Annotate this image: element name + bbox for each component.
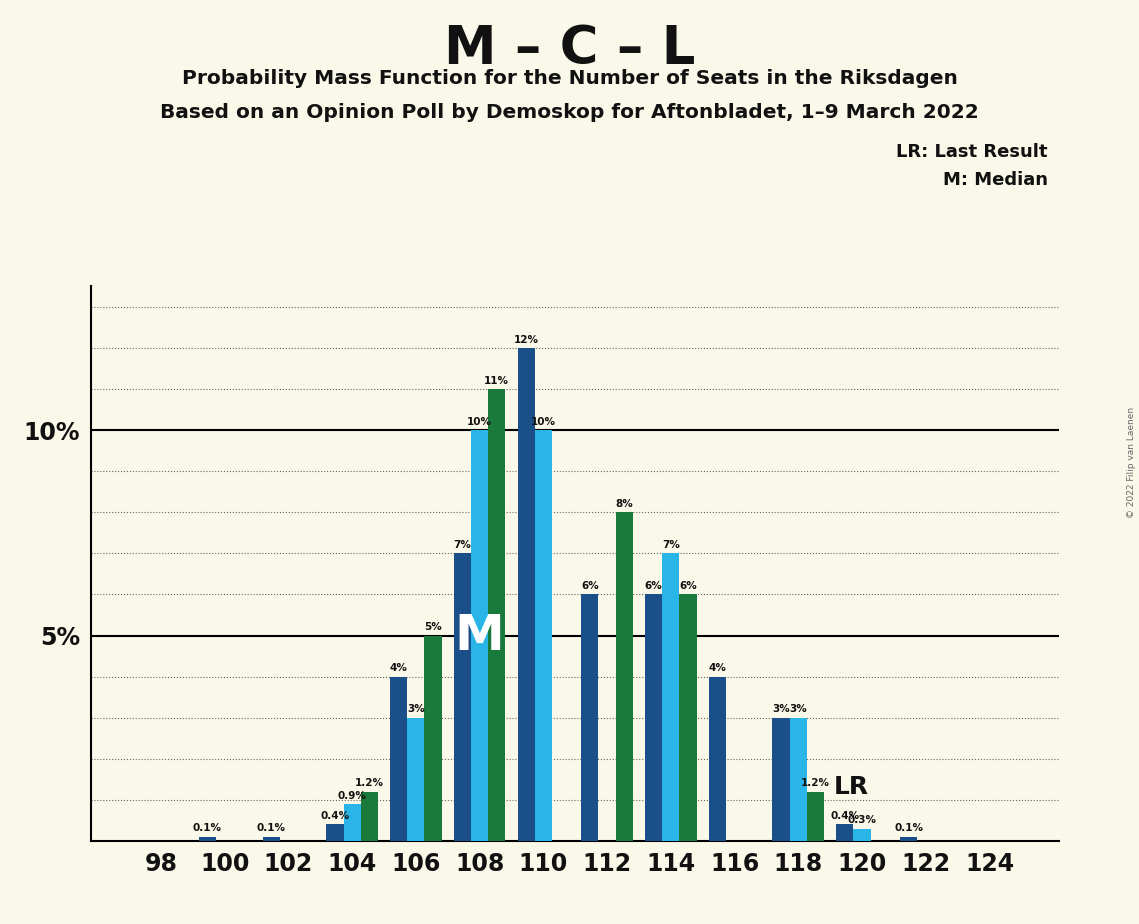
Text: 6%: 6% bbox=[645, 581, 663, 591]
Text: 10%: 10% bbox=[531, 417, 556, 427]
Bar bbox=[900, 837, 917, 841]
Text: 3%: 3% bbox=[772, 704, 790, 714]
Bar bbox=[836, 824, 853, 841]
Bar bbox=[344, 804, 361, 841]
Text: M: Median: M: Median bbox=[943, 171, 1048, 188]
Text: LR: Last Result: LR: Last Result bbox=[896, 143, 1048, 161]
Bar bbox=[708, 676, 726, 841]
Text: © 2022 Filip van Laenen: © 2022 Filip van Laenen bbox=[1126, 407, 1136, 517]
Text: 4%: 4% bbox=[708, 663, 727, 674]
Text: 0.4%: 0.4% bbox=[830, 811, 859, 821]
Bar bbox=[517, 348, 534, 841]
Bar bbox=[361, 792, 378, 841]
Bar bbox=[425, 636, 442, 841]
Text: 12%: 12% bbox=[514, 334, 539, 345]
Text: 0.1%: 0.1% bbox=[256, 823, 286, 833]
Text: 6%: 6% bbox=[581, 581, 599, 591]
Bar bbox=[390, 676, 408, 841]
Text: 3%: 3% bbox=[407, 704, 425, 714]
Bar bbox=[453, 553, 472, 841]
Bar bbox=[534, 431, 552, 841]
Bar bbox=[199, 837, 216, 841]
Text: 0.4%: 0.4% bbox=[320, 811, 350, 821]
Bar bbox=[789, 718, 806, 841]
Text: 4%: 4% bbox=[390, 663, 408, 674]
Text: 6%: 6% bbox=[679, 581, 697, 591]
Bar bbox=[616, 512, 633, 841]
Text: 0.1%: 0.1% bbox=[192, 823, 222, 833]
Bar bbox=[581, 594, 598, 841]
Text: 8%: 8% bbox=[615, 499, 633, 509]
Bar bbox=[408, 718, 425, 841]
Text: 0.9%: 0.9% bbox=[337, 791, 367, 800]
Bar bbox=[806, 792, 825, 841]
Bar bbox=[772, 718, 789, 841]
Text: 0.3%: 0.3% bbox=[847, 815, 877, 825]
Text: 0.1%: 0.1% bbox=[894, 823, 923, 833]
Text: 1.2%: 1.2% bbox=[801, 778, 830, 788]
Text: 5%: 5% bbox=[424, 622, 442, 632]
Bar bbox=[326, 824, 344, 841]
Bar bbox=[263, 837, 280, 841]
Text: Probability Mass Function for the Number of Seats in the Riksdagen: Probability Mass Function for the Number… bbox=[181, 69, 958, 89]
Bar bbox=[645, 594, 662, 841]
Bar bbox=[679, 594, 697, 841]
Bar bbox=[853, 829, 870, 841]
Text: M – C – L: M – C – L bbox=[444, 23, 695, 75]
Text: 1.2%: 1.2% bbox=[355, 778, 384, 788]
Bar bbox=[472, 431, 489, 841]
Text: 10%: 10% bbox=[467, 417, 492, 427]
Text: Based on an Opinion Poll by Demoskop for Aftonbladet, 1–9 March 2022: Based on an Opinion Poll by Demoskop for… bbox=[161, 103, 978, 123]
Text: 7%: 7% bbox=[662, 541, 680, 550]
Bar bbox=[662, 553, 679, 841]
Text: LR: LR bbox=[834, 775, 868, 799]
Bar bbox=[489, 389, 506, 841]
Text: M: M bbox=[454, 612, 505, 660]
Text: 11%: 11% bbox=[484, 376, 509, 386]
Text: 3%: 3% bbox=[789, 704, 808, 714]
Text: 7%: 7% bbox=[453, 541, 472, 550]
